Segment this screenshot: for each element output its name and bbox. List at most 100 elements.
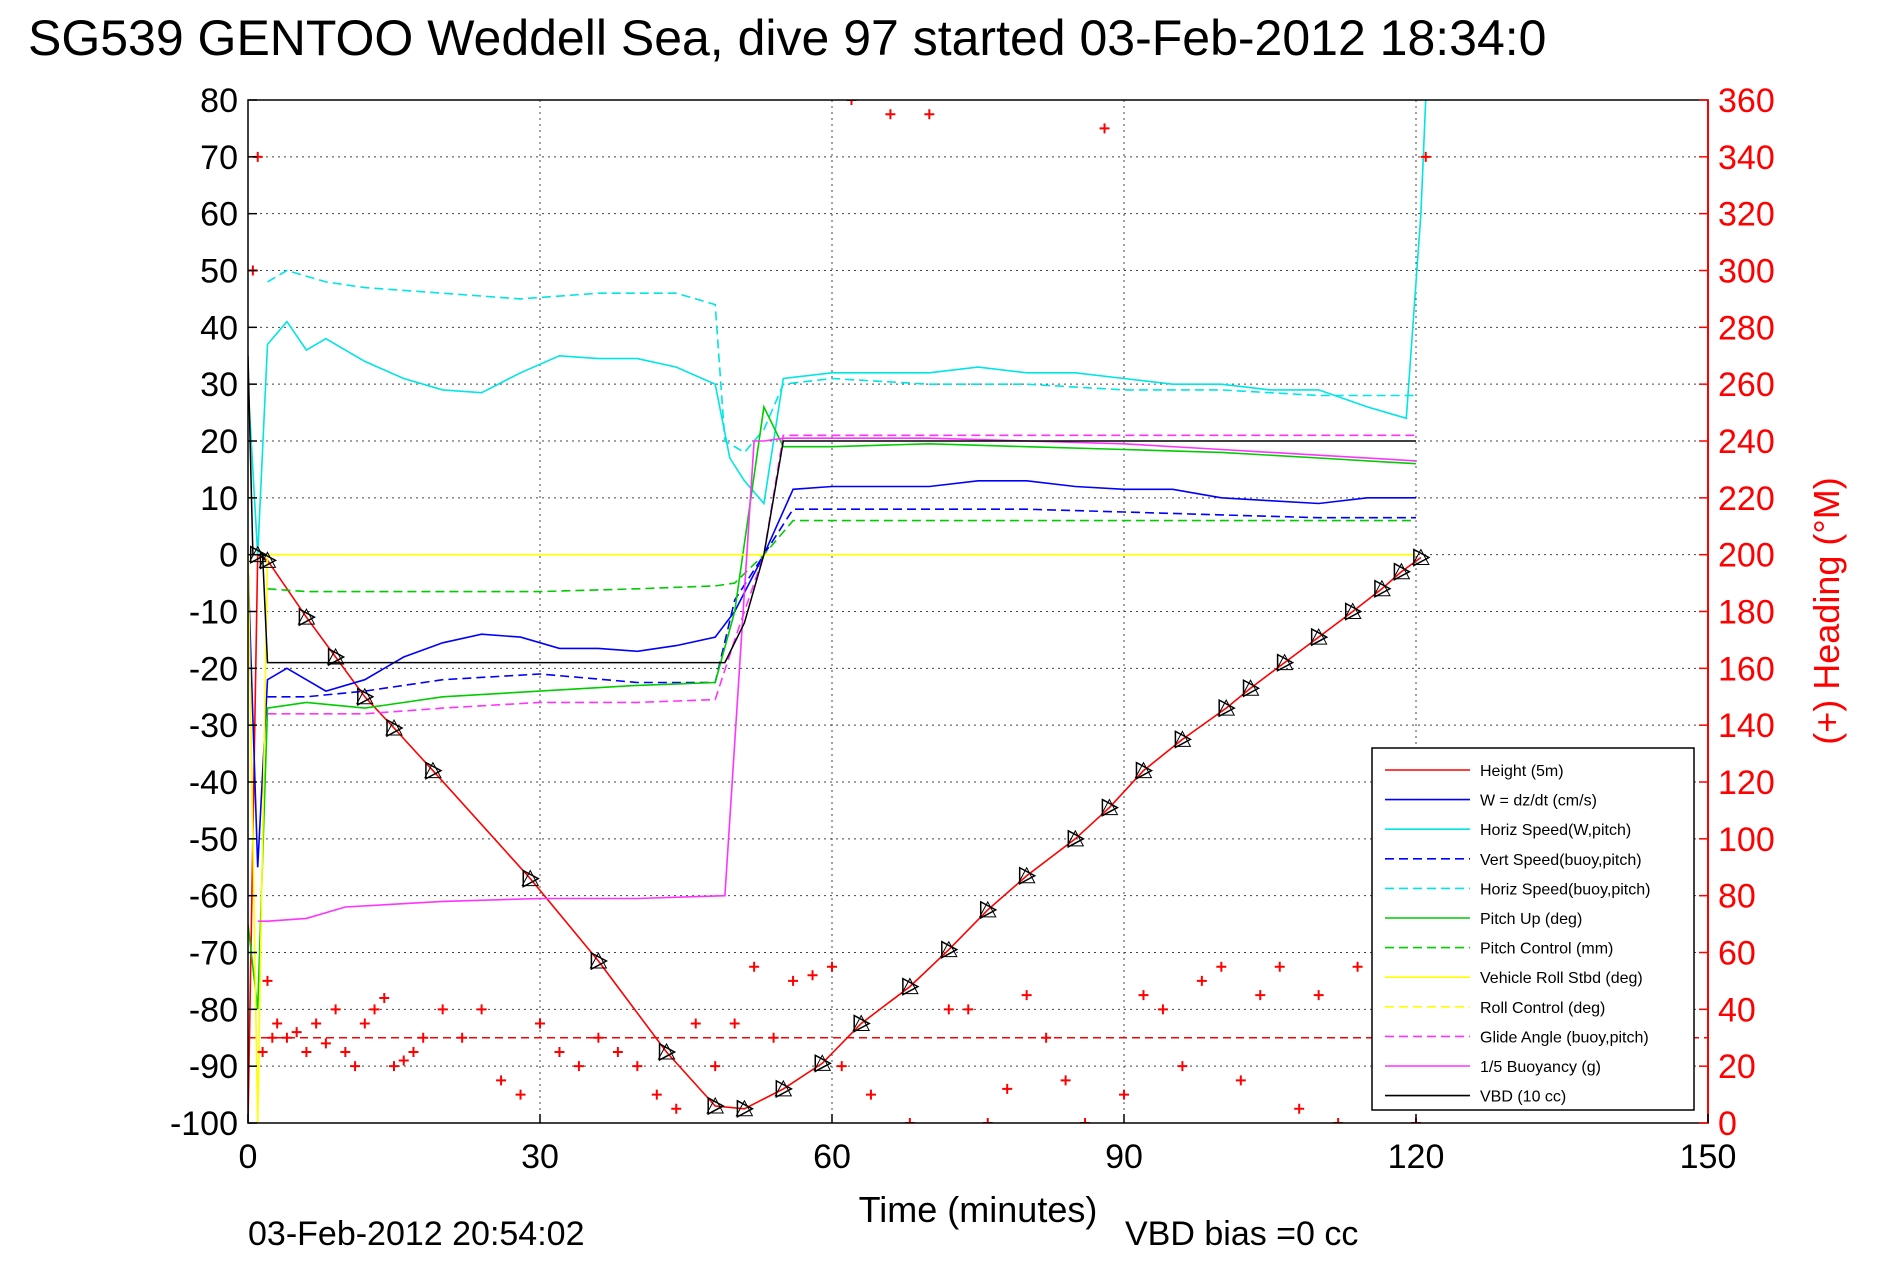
legend-label: Height (5m): [1480, 763, 1564, 780]
depth-marker: [424, 761, 442, 779]
heading-point: [768, 1032, 779, 1043]
depth-marker: [357, 687, 375, 706]
depth-marker: [386, 718, 404, 738]
y-tick-label: -60: [189, 878, 238, 916]
legend-label: Horiz Speed(W,pitch): [1480, 822, 1631, 839]
legend-label: 1/5 Buoyancy (g): [1480, 1059, 1601, 1076]
heading-markers: [248, 100, 1431, 1123]
depth-marker: [814, 1054, 832, 1073]
heading-point: [320, 1038, 331, 1049]
heading-point: [729, 1018, 740, 1029]
depth-marker: [1173, 730, 1192, 747]
heading-point: [350, 1061, 361, 1072]
y-tick-label: 0: [219, 537, 238, 575]
depth-marker: [1412, 548, 1430, 566]
depth-marker: [774, 1079, 793, 1097]
vbd-bias-label: VBD bias =0 cc: [1125, 1215, 1358, 1253]
legend-label: Pitch Control (mm): [1480, 941, 1613, 958]
y-tick-label: -50: [189, 821, 238, 859]
heading-point: [749, 961, 760, 972]
heading-point: [836, 1061, 847, 1072]
heading-point: [1352, 961, 1363, 972]
heading-point: [924, 109, 935, 120]
legend: Height (5m) W = dz/dt (cm/s) Horiz Speed(W…: [1371, 747, 1695, 1111]
depth-marker: [902, 977, 920, 996]
depth-marker: [657, 1042, 676, 1060]
heading-point: [496, 1075, 507, 1086]
depth-marker: [1017, 866, 1036, 884]
depth-marker: [1374, 579, 1392, 599]
depth-marker: [1373, 579, 1391, 597]
heading-point: [885, 109, 896, 120]
right-tick-label: 240: [1718, 423, 1775, 461]
heading-point: [554, 1046, 565, 1057]
axis-ticks: 0 30 60 90 120 15080706050403020100-10-20-30-…: [170, 82, 1775, 1176]
heading-point: [476, 1004, 487, 1015]
y-tick-label: 30: [200, 366, 238, 404]
depth-marker: [1067, 829, 1085, 849]
y-tick-label: 50: [200, 253, 238, 291]
series-line-4: [267, 269, 1416, 454]
right-tick-label: 140: [1718, 707, 1775, 745]
heading-point: [593, 1032, 604, 1043]
right-axis-label: (+) Heading (°M): [1806, 477, 1847, 744]
heading-point: [1119, 1089, 1129, 1100]
heading-point: [827, 961, 837, 972]
depth-marker: [297, 608, 316, 625]
y-tick-label: -90: [189, 1048, 238, 1086]
x-tick-label: 150: [1680, 1138, 1737, 1176]
x-tick-label: 120: [1388, 1138, 1445, 1176]
heading-point: [1157, 1004, 1168, 1015]
heading-point: [1080, 1118, 1091, 1123]
heading-point: [535, 1018, 545, 1029]
depth-marker: [1242, 678, 1261, 698]
heading-point: [369, 1004, 380, 1015]
right-tick-label: 300: [1718, 253, 1775, 291]
right-tick-label: 20: [1718, 1048, 1756, 1086]
depth-marker: [706, 1096, 725, 1114]
x-axis-label: Time (minutes): [859, 1189, 1098, 1230]
right-tick-label: 320: [1718, 196, 1775, 234]
heading-point: [1216, 961, 1227, 972]
x-tick-label: 0: [239, 1138, 258, 1176]
y-tick-label: 70: [200, 139, 238, 177]
heading-point: [359, 1018, 370, 1029]
depth-marker: [1101, 798, 1119, 817]
depth-marker: [259, 551, 278, 570]
legend-box: [1371, 747, 1695, 1111]
y-tick-label: 80: [200, 82, 238, 120]
x-tick-label: 90: [1105, 1138, 1143, 1176]
depth-marker: [1310, 627, 1329, 647]
heading-point: [690, 1018, 701, 1029]
depth-marker: [1066, 829, 1085, 847]
heading-point: [651, 1089, 662, 1100]
heading-point: [418, 1032, 429, 1043]
heading-point: [1021, 990, 1032, 1001]
depth-marker: [658, 1042, 677, 1062]
depth-marker: [1218, 698, 1236, 718]
heading-point: [330, 1004, 341, 1015]
heading-point: [340, 1046, 351, 1057]
right-tick-label: 260: [1718, 366, 1775, 404]
heading-point: [710, 1061, 721, 1072]
series-line-2: [248, 100, 1427, 555]
x-tick-label: 60: [813, 1138, 851, 1176]
dive-markers: [248, 545, 1431, 1119]
depth-marker: [736, 1099, 754, 1119]
heading-point: [267, 1032, 278, 1043]
heading-point: [865, 1089, 876, 1100]
y-tick-label: -40: [189, 764, 238, 802]
legend-label: Vehicle Roll Stbd (deg): [1480, 970, 1643, 987]
depth-marker: [298, 607, 316, 627]
right-tick-label: 120: [1718, 764, 1775, 802]
right-tick-label: 60: [1718, 935, 1756, 973]
heading-point: [1002, 1083, 1013, 1094]
depth-marker: [1392, 562, 1411, 580]
depth-marker: [1343, 602, 1362, 619]
right-tick-label: 180: [1718, 594, 1775, 632]
y-tick-label: 40: [200, 309, 238, 347]
heading-point: [788, 975, 799, 986]
heading-point: [301, 1046, 312, 1057]
depth-marker: [1134, 761, 1153, 779]
